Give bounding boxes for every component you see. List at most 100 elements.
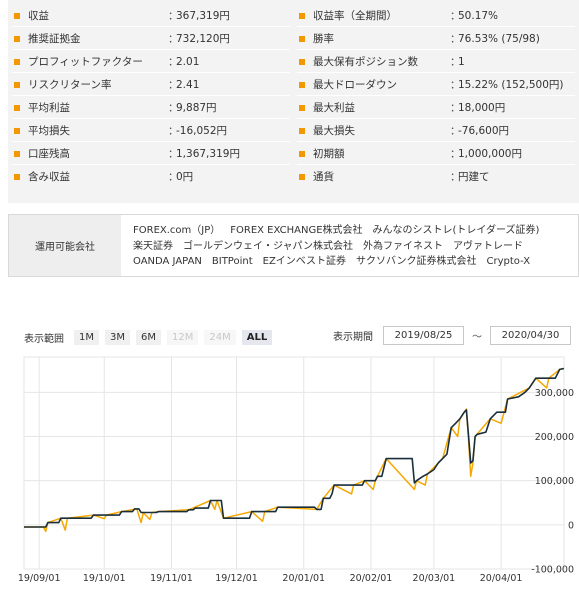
stat-value: 1,000,000円 [458,148,522,160]
stat-left-6: 口座残高 ： 1,367,319円 [8,142,240,165]
plot-frame [23,356,565,570]
range-button-12m: 12M [167,329,199,345]
company-item: サクソバンク証券株式会社 [356,256,477,267]
stat-bullet [299,173,305,180]
stat-left-7: 含み収益 ： 0円 [8,165,193,188]
stat-label: 通貨 [313,171,334,183]
range-selector: 表示範囲 1M 3M 6M 12M 24M ALL [24,328,278,346]
companies-heading: 運用可能会社 [9,215,121,276]
stat-label: 収益 [28,10,49,22]
stat-bullet [299,12,305,19]
stat-colon: ： [450,148,461,160]
stat-right-2: 最大保有ポジション数 ： 1 [293,50,465,73]
stat-left-0: 収益 ： 367,319円 [8,4,230,27]
stat-right-1: 勝率 ： 76.53% (75/98) [293,27,540,50]
stat-value: 円建て [458,171,490,183]
stat-label: 収益率（全期間） [313,10,397,22]
stat-bullet [299,150,305,157]
x-tick-label: 19/09/01 [18,573,61,584]
x-tick-label: 19/10/01 [83,573,126,584]
x-tick-label: 20/03/01 [413,573,456,584]
stat-right-5: 最大損失 ： -76,600円 [293,119,509,142]
stat-row-divider [297,164,575,165]
stat-colon: ： [450,56,461,68]
stat-row-divider [12,26,290,27]
stat-label: 最大損失 [313,125,355,137]
stat-row-divider [297,95,575,96]
stat-row-divider [297,118,575,119]
stat-bullet [299,35,305,42]
company-item: Crypto-X [486,256,531,267]
stat-right-0: 収益率（全期間） ： 50.17% [293,4,498,27]
x-tick-label: 20/04/01 [480,573,523,584]
stat-label: プロフィットファクター [28,56,143,68]
stat-label: 最大ドローダウン [313,79,397,91]
stat-value: -16,052円 [176,125,228,137]
stat-row-divider [12,95,290,96]
stat-value: 18,000円 [458,102,506,114]
period-end-input[interactable]: 2020/04/30 [490,326,571,345]
stat-label: 初期額 [313,148,345,160]
stat-colon: ： [450,125,461,137]
stat-label: 最大利益 [313,102,355,114]
y-tick-label: -100,000 [531,565,574,576]
stat-colon: ： [168,56,179,68]
stat-value: 2.01 [176,55,200,68]
period-separator: 〜 [472,332,482,343]
company-item: ゴールデンウェイ・ジャパン株式会社 [183,240,353,252]
stat-value: 1,367,319円 [176,148,240,160]
series-realized-line [24,367,565,528]
stat-value: 9,887円 [176,102,217,114]
range-button-1m[interactable]: 1M [74,329,99,345]
stat-label: 口座残高 [28,148,70,160]
stat-row-divider [297,72,575,73]
company-item: EZインベスト証券 [262,256,347,267]
stat-right-7: 通貨 ：円建て [293,165,490,188]
stat-label: 勝率 [313,33,334,45]
range-button-6m[interactable]: 6M [136,329,161,345]
stat-row-divider [297,49,575,50]
stat-right-3: 最大ドローダウン ： 15.22% (152,500円) [293,73,564,96]
y-tick-label: 100,000 [535,476,574,487]
stat-row-divider [12,118,290,119]
stat-row-divider [12,141,290,142]
stat-bullet [14,58,20,65]
period-start-input[interactable]: 2019/08/25 [383,326,464,345]
stat-right-6: 初期額 ： 1,000,000円 [293,142,522,165]
stat-label: リスクリターン率 [28,79,112,91]
stat-row-divider [297,141,575,142]
period-selector: 表示期間 2019/08/25 〜 2020/04/30 [333,326,571,345]
stat-colon: ： [450,79,461,91]
stat-colon: ： [168,102,179,114]
x-tick-label: 19/12/01 [215,573,258,584]
stat-bullet [299,58,305,65]
stat-value: -76,600円 [458,125,510,137]
stat-bullet [14,127,20,134]
stat-bullet [14,12,20,19]
stat-label: 平均利益 [28,102,70,114]
period-title: 表示期間 [333,332,373,343]
stat-colon: ： [168,125,179,137]
stat-colon: ： [450,102,461,114]
stat-bullet [14,81,20,88]
stat-bullet [299,127,305,134]
stat-colon: ： [168,79,179,91]
stat-value: 0円 [176,171,194,183]
range-button-3m[interactable]: 3M [105,329,130,345]
stat-bullet [299,104,305,111]
y-tick-label: 200,000 [535,432,574,443]
stat-label: 含み収益 [28,171,70,183]
range-button-all[interactable]: ALL [241,329,273,345]
y-tick-label: 300,000 [535,388,574,399]
stat-label: 推奨証拠金 [28,33,81,45]
y-tick-label: 0 [568,520,574,531]
stat-colon: ： [450,33,461,45]
x-tick-label: 20/01/01 [282,573,325,584]
stat-value: 50.17% [458,9,499,22]
stat-colon: ： [168,171,179,183]
stat-colon: ： [450,171,461,183]
company-item: アヴァトレード [453,240,523,252]
company-item: FOREX.com（JP） [133,225,221,236]
stats-panel: 収益： 367,319円 推奨証拠金： 732,120円 プロフィットファクター： 2.0… [8,0,579,203]
range-buttons: 1M 3M 6M 12M 24M ALL [74,329,278,345]
